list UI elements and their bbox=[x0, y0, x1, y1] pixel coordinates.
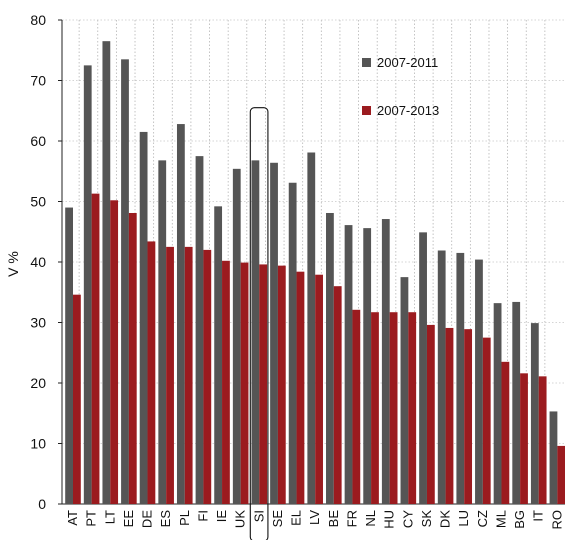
x-tick-label: DE bbox=[140, 510, 155, 528]
x-tick-label: NL bbox=[363, 510, 378, 527]
bar-2007-2011-LU bbox=[456, 252, 465, 504]
x-tick-label: CZ bbox=[475, 510, 490, 527]
y-tick-label: 70 bbox=[30, 73, 46, 89]
bar-2007-2011-IT bbox=[530, 323, 539, 504]
y-tick-label: 40 bbox=[30, 254, 46, 270]
x-tick-label: BE bbox=[326, 510, 341, 528]
bar-2007-2013-UK bbox=[240, 262, 249, 504]
bar-2007-2013-RO bbox=[557, 445, 565, 504]
x-tick-label: LU bbox=[456, 510, 471, 527]
bar-2007-2013-IE bbox=[222, 260, 230, 504]
bar-2007-2011-RO bbox=[549, 411, 558, 504]
x-tick-label: EL bbox=[289, 510, 304, 526]
x-tick-label: BG bbox=[512, 510, 527, 529]
legend-label: 2007-2013 bbox=[377, 103, 439, 118]
x-tick-label: RO bbox=[549, 510, 564, 530]
bar-2007-2013-SK bbox=[426, 324, 435, 504]
x-tick-label: SE bbox=[270, 510, 285, 528]
y-tick-label: 60 bbox=[30, 133, 46, 149]
bar-2007-2013-LV bbox=[315, 274, 323, 504]
bar-2007-2013-DK bbox=[445, 327, 454, 504]
bar-2007-2013-SI bbox=[259, 264, 268, 504]
bar-2007-2011-FR bbox=[344, 225, 353, 504]
bar-2007-2013-ES bbox=[166, 246, 174, 504]
x-tick-label: CY bbox=[400, 510, 415, 528]
bar-2007-2011-BG bbox=[512, 301, 521, 504]
x-tick-label: FR bbox=[344, 510, 359, 527]
bar-2007-2011-BE bbox=[326, 212, 334, 504]
y-tick-label: 0 bbox=[38, 496, 46, 512]
bar-2007-2011-ML bbox=[493, 303, 502, 504]
bar-2007-2011-EE bbox=[121, 59, 129, 504]
legend-label: 2007-2011 bbox=[377, 55, 438, 70]
bar-2007-2013-EE bbox=[128, 212, 137, 504]
bar-2007-2013-LU bbox=[464, 329, 473, 504]
y-tick-label: 50 bbox=[30, 194, 46, 210]
bar-2007-2011-EL bbox=[288, 182, 297, 504]
y-axis-title: V % bbox=[5, 251, 21, 277]
bar-2007-2011-PT bbox=[83, 65, 92, 504]
bar-2007-2013-BG bbox=[520, 373, 528, 504]
x-tick-label: PL bbox=[177, 510, 192, 526]
bar-2007-2013-HU bbox=[389, 312, 398, 504]
bar-2007-2013-BE bbox=[333, 286, 342, 504]
bar-2007-2011-AT bbox=[65, 207, 73, 505]
bar-2007-2011-CZ bbox=[475, 259, 483, 504]
x-tick-label: LT bbox=[102, 510, 117, 524]
x-tick-label: EE bbox=[121, 510, 136, 528]
x-tick-label: IT bbox=[531, 510, 546, 522]
x-tick-label: AT bbox=[65, 510, 80, 526]
x-tick-label: DK bbox=[438, 510, 453, 528]
x-tick-label: UK bbox=[233, 510, 248, 528]
x-tick-label: FI bbox=[195, 510, 210, 522]
bar-2007-2011-SI bbox=[251, 160, 260, 505]
x-tick-label: PT bbox=[84, 510, 99, 527]
bar-2007-2011-HU bbox=[381, 219, 390, 505]
bar-2007-2013-PL bbox=[184, 246, 193, 504]
y-tick-label: 80 bbox=[30, 12, 46, 28]
bar-2007-2011-UK bbox=[232, 168, 241, 504]
x-tick-label: ML bbox=[493, 510, 508, 528]
bar-2007-2011-SK bbox=[419, 232, 427, 505]
bar-2007-2013-SE bbox=[277, 265, 286, 504]
x-tick-label: ES bbox=[158, 510, 173, 528]
legend-swatch bbox=[362, 106, 371, 115]
bar-2007-2011-DK bbox=[437, 250, 446, 504]
bar-2007-2011-PL bbox=[176, 124, 185, 504]
bar-2007-2011-IE bbox=[214, 206, 223, 504]
bar-2007-2013-ML bbox=[501, 361, 510, 504]
bar-2007-2013-PT bbox=[91, 193, 100, 504]
y-tick-label: 30 bbox=[30, 315, 46, 331]
bar-2007-2011-SE bbox=[270, 162, 278, 504]
bar-2007-2013-CY bbox=[408, 312, 417, 504]
bar-2007-2013-LT bbox=[110, 200, 119, 505]
bar-2007-2013-IT bbox=[538, 376, 547, 504]
x-tick-label: SI bbox=[251, 510, 266, 522]
bar-2007-2011-ES bbox=[158, 160, 167, 505]
legend-swatch bbox=[362, 58, 371, 67]
bar-2007-2013-CZ bbox=[482, 337, 491, 504]
bar-2007-2013-EL bbox=[296, 271, 305, 504]
x-tick-label: SK bbox=[419, 510, 434, 528]
y-tick-label: 10 bbox=[30, 436, 46, 452]
bar-2007-2013-DE bbox=[147, 241, 156, 504]
x-tick-label: IE bbox=[214, 510, 229, 523]
y-tick-label: 20 bbox=[30, 375, 46, 391]
bar-2007-2011-FI bbox=[195, 156, 204, 504]
bar-2007-2013-NL bbox=[371, 312, 379, 504]
bar-2007-2011-LV bbox=[307, 152, 316, 504]
bar-2007-2011-LT bbox=[102, 41, 111, 505]
x-tick-label: HU bbox=[382, 510, 397, 529]
bar-2007-2013-FI bbox=[203, 249, 212, 504]
bar-2007-2013-AT bbox=[73, 294, 81, 504]
bar-2007-2011-DE bbox=[139, 131, 148, 505]
bar-2007-2013-FR bbox=[352, 309, 361, 504]
x-tick-label: LV bbox=[307, 510, 322, 525]
bar-2007-2011-CY bbox=[400, 277, 409, 504]
bar-2007-2011-NL bbox=[363, 228, 372, 504]
